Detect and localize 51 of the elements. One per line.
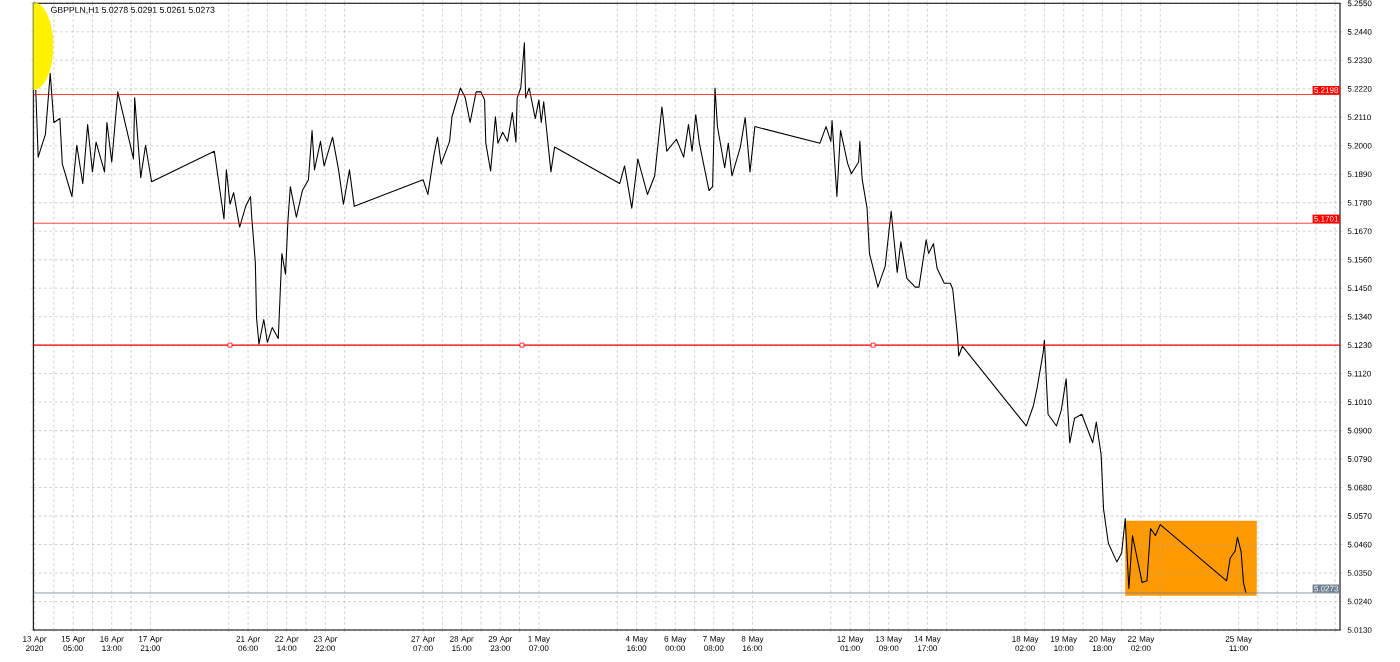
- line-series: [35, 42, 1247, 594]
- x-tick-label: 23 Apr 22:00: [313, 636, 338, 652]
- x-tick-label: 13 Apr 2020: [23, 636, 47, 652]
- y-tick-label: 5.1670: [1347, 228, 1372, 235]
- y-tick-label: 5.0680: [1347, 484, 1372, 491]
- y-tick-label: 5.1780: [1347, 199, 1372, 206]
- x-tick-label: 22 May 02:00: [1127, 636, 1155, 652]
- y-tick-label: 5.0240: [1347, 598, 1372, 605]
- y-tick-label: 5.0900: [1347, 427, 1372, 434]
- x-tick-label: 25 May 11:00: [1225, 636, 1252, 652]
- y-tick-label: 5.1120: [1347, 370, 1371, 377]
- x-tick-label: 7 May 08:00: [703, 636, 725, 651]
- x-tick-label: 4 May 16:00: [625, 636, 648, 651]
- x-tick-label: 15 Apr 05:00: [61, 636, 86, 651]
- y-tick-label: 5.1340: [1347, 313, 1372, 320]
- x-tick-label: 1 May 07:00: [528, 636, 550, 651]
- chart-title: GBPPLN,H1 5.0278 5.0291 5.0261 5.0273: [51, 6, 215, 14]
- x-tick-label: 13 May 09:00: [876, 636, 903, 652]
- y-tick-label: 5.2220: [1347, 85, 1372, 92]
- y-tick-label: 5.2550: [1347, 0, 1372, 7]
- y-tick-label: 5.2330: [1347, 57, 1372, 64]
- y-tick-label: 5.2000: [1347, 142, 1372, 149]
- y-tick-label: 5.0460: [1347, 541, 1372, 548]
- y-tick-label: 5.1230: [1347, 342, 1372, 348]
- x-tick-label: 8 May 16:00: [741, 636, 764, 652]
- y-tick-label: 5.2110: [1347, 114, 1371, 121]
- x-tick-label: 21 Apr 06:00: [236, 636, 260, 652]
- ref-line-label: 5.2198: [1314, 87, 1339, 93]
- x-tick-label: 18 May 02:00: [1012, 636, 1039, 652]
- y-tick-label: 5.1450: [1347, 285, 1372, 292]
- y-tick-label: 5.0790: [1347, 456, 1372, 462]
- x-tick-label: 16 Apr 13:00: [100, 636, 124, 652]
- x-tick-label: 20 May 18:00: [1089, 636, 1116, 652]
- y-tick-label: 5.2440: [1347, 28, 1372, 35]
- x-tick-label: 28 Apr 15:00: [450, 636, 474, 652]
- x-tick-label: 6 May 00:00: [664, 636, 687, 652]
- x-tick-label: 27 Apr 07:00: [411, 636, 435, 652]
- x-tick-label: 22 Apr 14:00: [275, 636, 299, 652]
- x-tick-label: 19 May 10:00: [1050, 636, 1078, 652]
- y-tick-label: 5.0350: [1347, 570, 1372, 576]
- x-tick-label: 17 Apr 21:00: [138, 636, 163, 651]
- x-tick-label: 29 Apr 23:00: [488, 636, 513, 652]
- y-tick-label: 5.1560: [1347, 256, 1372, 263]
- y-tick-label: 5.1010: [1347, 399, 1372, 405]
- y-tick-label: 5.0130: [1347, 627, 1372, 633]
- y-tick-label: 5.1890: [1347, 171, 1372, 178]
- ref-line-label: 5.0273: [1314, 585, 1339, 592]
- x-tick-label: 12 May 01:00: [837, 636, 864, 652]
- y-tick-label: 5.0570: [1347, 513, 1372, 519]
- x-tick-label: 14 May 17:00: [914, 636, 941, 651]
- ref-line-label: 5.1701: [1314, 215, 1339, 222]
